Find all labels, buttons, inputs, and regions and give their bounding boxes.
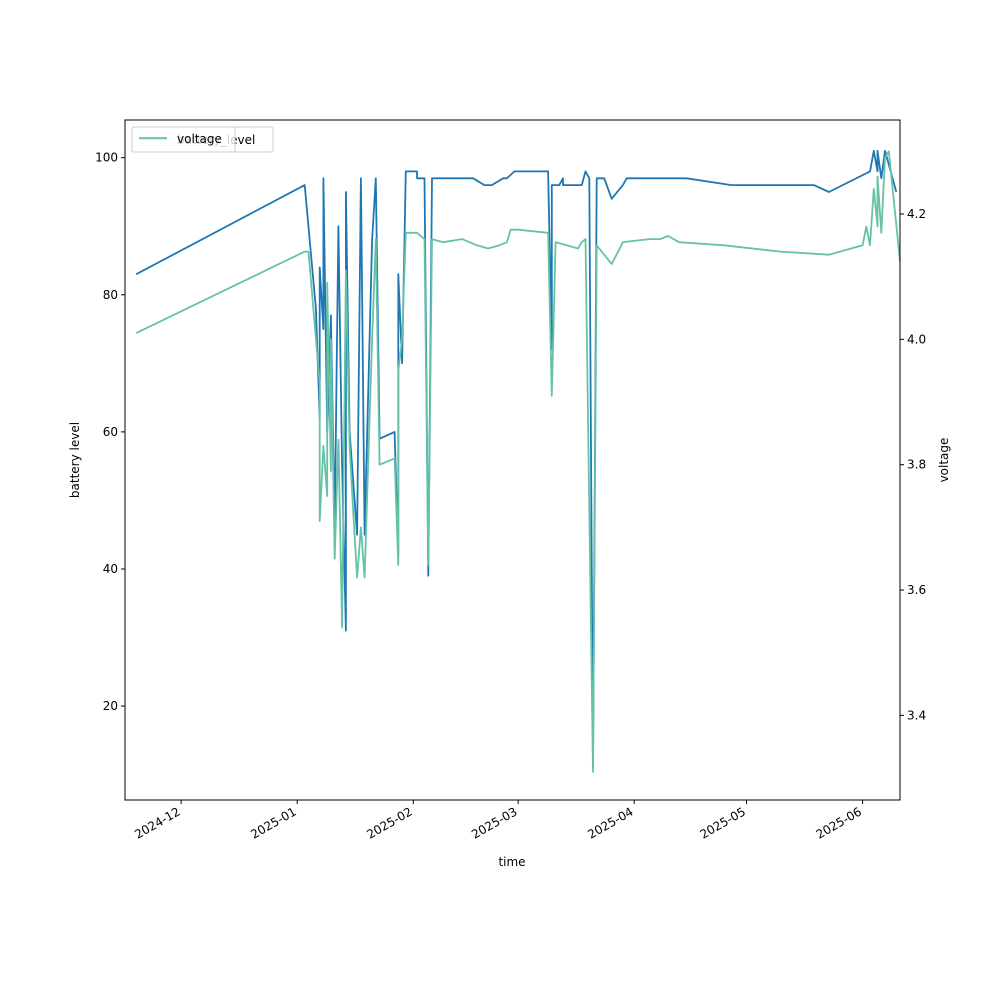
y2-tick-label: 3.4: [907, 708, 926, 722]
x-tick-label: 2025-02: [364, 804, 414, 841]
y2-axis-title: voltage: [937, 438, 951, 483]
x-tick-label: 2025-06: [814, 804, 864, 841]
x-axis-ticks: 2024-12 2025-01 2025-02 2025-03 2025-04 2025-…: [132, 800, 864, 842]
legend-voltage: voltage: [131, 126, 236, 153]
y2-axis-ticks: 3.4 3.6 3.8 4.0 4.2: [900, 207, 926, 722]
y2-tick-label: 4.0: [907, 332, 926, 346]
y-tick-label: 20: [103, 699, 118, 713]
x-tick-label: 2025-04: [585, 804, 635, 841]
series-line-battery-level: [135, 149, 898, 769]
y2-tick-label: 3.8: [907, 458, 926, 472]
x-tick-label: 2025-03: [469, 804, 519, 841]
legend-voltage-frame: [131, 126, 236, 153]
y-tick-label: 40: [103, 562, 118, 576]
y2-tick-label: 4.2: [907, 207, 926, 221]
y2-tick-label: 3.6: [907, 583, 926, 597]
series-line-voltage: [135, 150, 901, 773]
plot-area: [125, 120, 900, 800]
y-tick-label: 100: [95, 151, 118, 165]
y-axis-ticks: 20 40 60 80 100: [95, 151, 125, 713]
legend-voltage-label: voltage: [177, 132, 222, 146]
y-tick-label: 80: [103, 288, 118, 302]
x-tick-label: 2025-01: [248, 804, 298, 841]
x-tick-label: 2025-05: [698, 804, 748, 841]
plot-frame: [124, 119, 901, 801]
x-axis-title: time: [498, 855, 525, 869]
x-tick-label: 2024-12: [132, 804, 182, 841]
series-layer: [135, 149, 901, 773]
y-axis-title: battery level: [68, 422, 82, 498]
y-tick-label: 60: [103, 425, 118, 439]
